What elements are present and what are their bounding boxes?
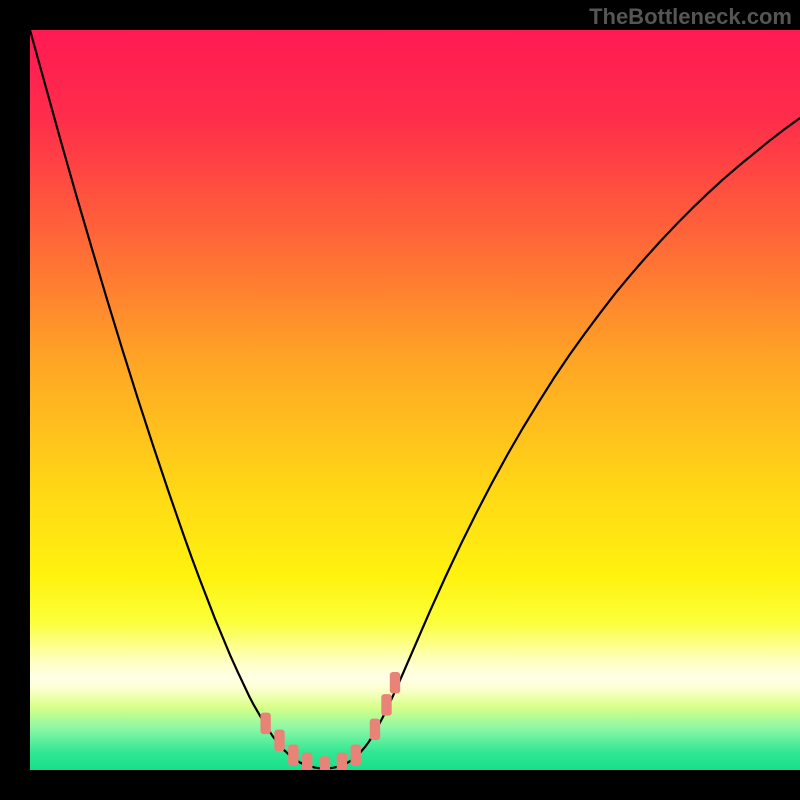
curve-marker	[260, 713, 270, 734]
curve-marker	[274, 730, 284, 751]
curve-marker	[351, 744, 361, 765]
curve-marker	[302, 753, 312, 770]
curve-marker	[370, 719, 380, 740]
curve-marker	[381, 694, 391, 715]
curve-marker	[288, 744, 298, 765]
chart-plot	[30, 30, 800, 770]
chart-background	[30, 30, 800, 770]
watermark-text: TheBottleneck.com	[589, 4, 792, 30]
curve-marker	[337, 753, 347, 770]
curve-marker	[320, 756, 330, 770]
curve-marker	[390, 672, 400, 693]
